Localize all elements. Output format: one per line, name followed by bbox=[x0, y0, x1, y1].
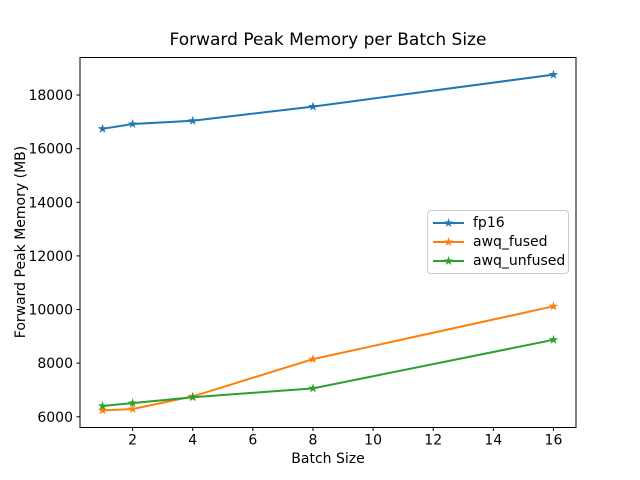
data-point-awq_fused bbox=[548, 301, 559, 311]
series-line-fp16 bbox=[102, 73, 554, 130]
y-tick-label: 18000 bbox=[28, 88, 73, 104]
legend-entry-fp16: fp16 bbox=[432, 214, 563, 233]
x-axis-label: Batch Size bbox=[291, 451, 365, 467]
x-tick-label: 10 bbox=[364, 433, 382, 449]
legend-marker-icon bbox=[433, 255, 464, 265]
data-point-awq_fused bbox=[97, 405, 108, 415]
series-line-awq_fused bbox=[102, 305, 554, 412]
legend-label: awq_fused bbox=[473, 234, 548, 250]
x-tick-label: 12 bbox=[424, 433, 442, 449]
data-point-fp16 bbox=[187, 115, 198, 125]
data-point-awq_unfused bbox=[187, 392, 198, 402]
data-point-fp16 bbox=[308, 101, 318, 111]
data-point-awq_unfused bbox=[127, 398, 138, 408]
y-tick-label: 10000 bbox=[28, 303, 73, 319]
chart-title: Forward Peak Memory per Batch Size bbox=[169, 30, 487, 50]
legend-entry-awq_fused: awq_fused bbox=[432, 233, 563, 252]
legend-marker-icon bbox=[433, 237, 464, 247]
x-tick-label: 6 bbox=[248, 433, 257, 449]
y-tick-label: 16000 bbox=[28, 142, 73, 158]
y-tick-label: 8000 bbox=[37, 356, 73, 372]
x-tick-label: 4 bbox=[188, 433, 197, 449]
axes-frame bbox=[79, 57, 577, 428]
data-point-awq_unfused bbox=[97, 401, 108, 411]
data-point-fp16 bbox=[548, 69, 559, 79]
y-tick-label: 12000 bbox=[28, 249, 73, 265]
y-tick-label: 6000 bbox=[37, 410, 73, 426]
data-point-fp16 bbox=[127, 118, 138, 129]
x-tick-label: 16 bbox=[545, 433, 563, 449]
data-point-fp16 bbox=[97, 123, 108, 133]
legend-label: awq_unfused bbox=[473, 252, 566, 269]
x-tick-label: 14 bbox=[484, 433, 502, 449]
data-point-awq_unfused bbox=[308, 383, 318, 393]
series-line-awq_unfused bbox=[102, 338, 554, 408]
legend-label: fp16 bbox=[473, 215, 505, 232]
x-tick-label: 8 bbox=[309, 433, 318, 449]
x-tick-label: 2 bbox=[128, 433, 137, 449]
legend: fp16 awq_fused awq_unfused bbox=[427, 210, 569, 274]
data-point-awq_unfused bbox=[548, 334, 559, 344]
data-point-awq_fused bbox=[127, 404, 138, 414]
data-point-awq_fused bbox=[308, 354, 318, 364]
y-tick-label: 14000 bbox=[28, 195, 73, 211]
legend-entry-awq_unfused: awq_unfused bbox=[432, 251, 566, 270]
legend-marker-icon bbox=[433, 218, 464, 228]
